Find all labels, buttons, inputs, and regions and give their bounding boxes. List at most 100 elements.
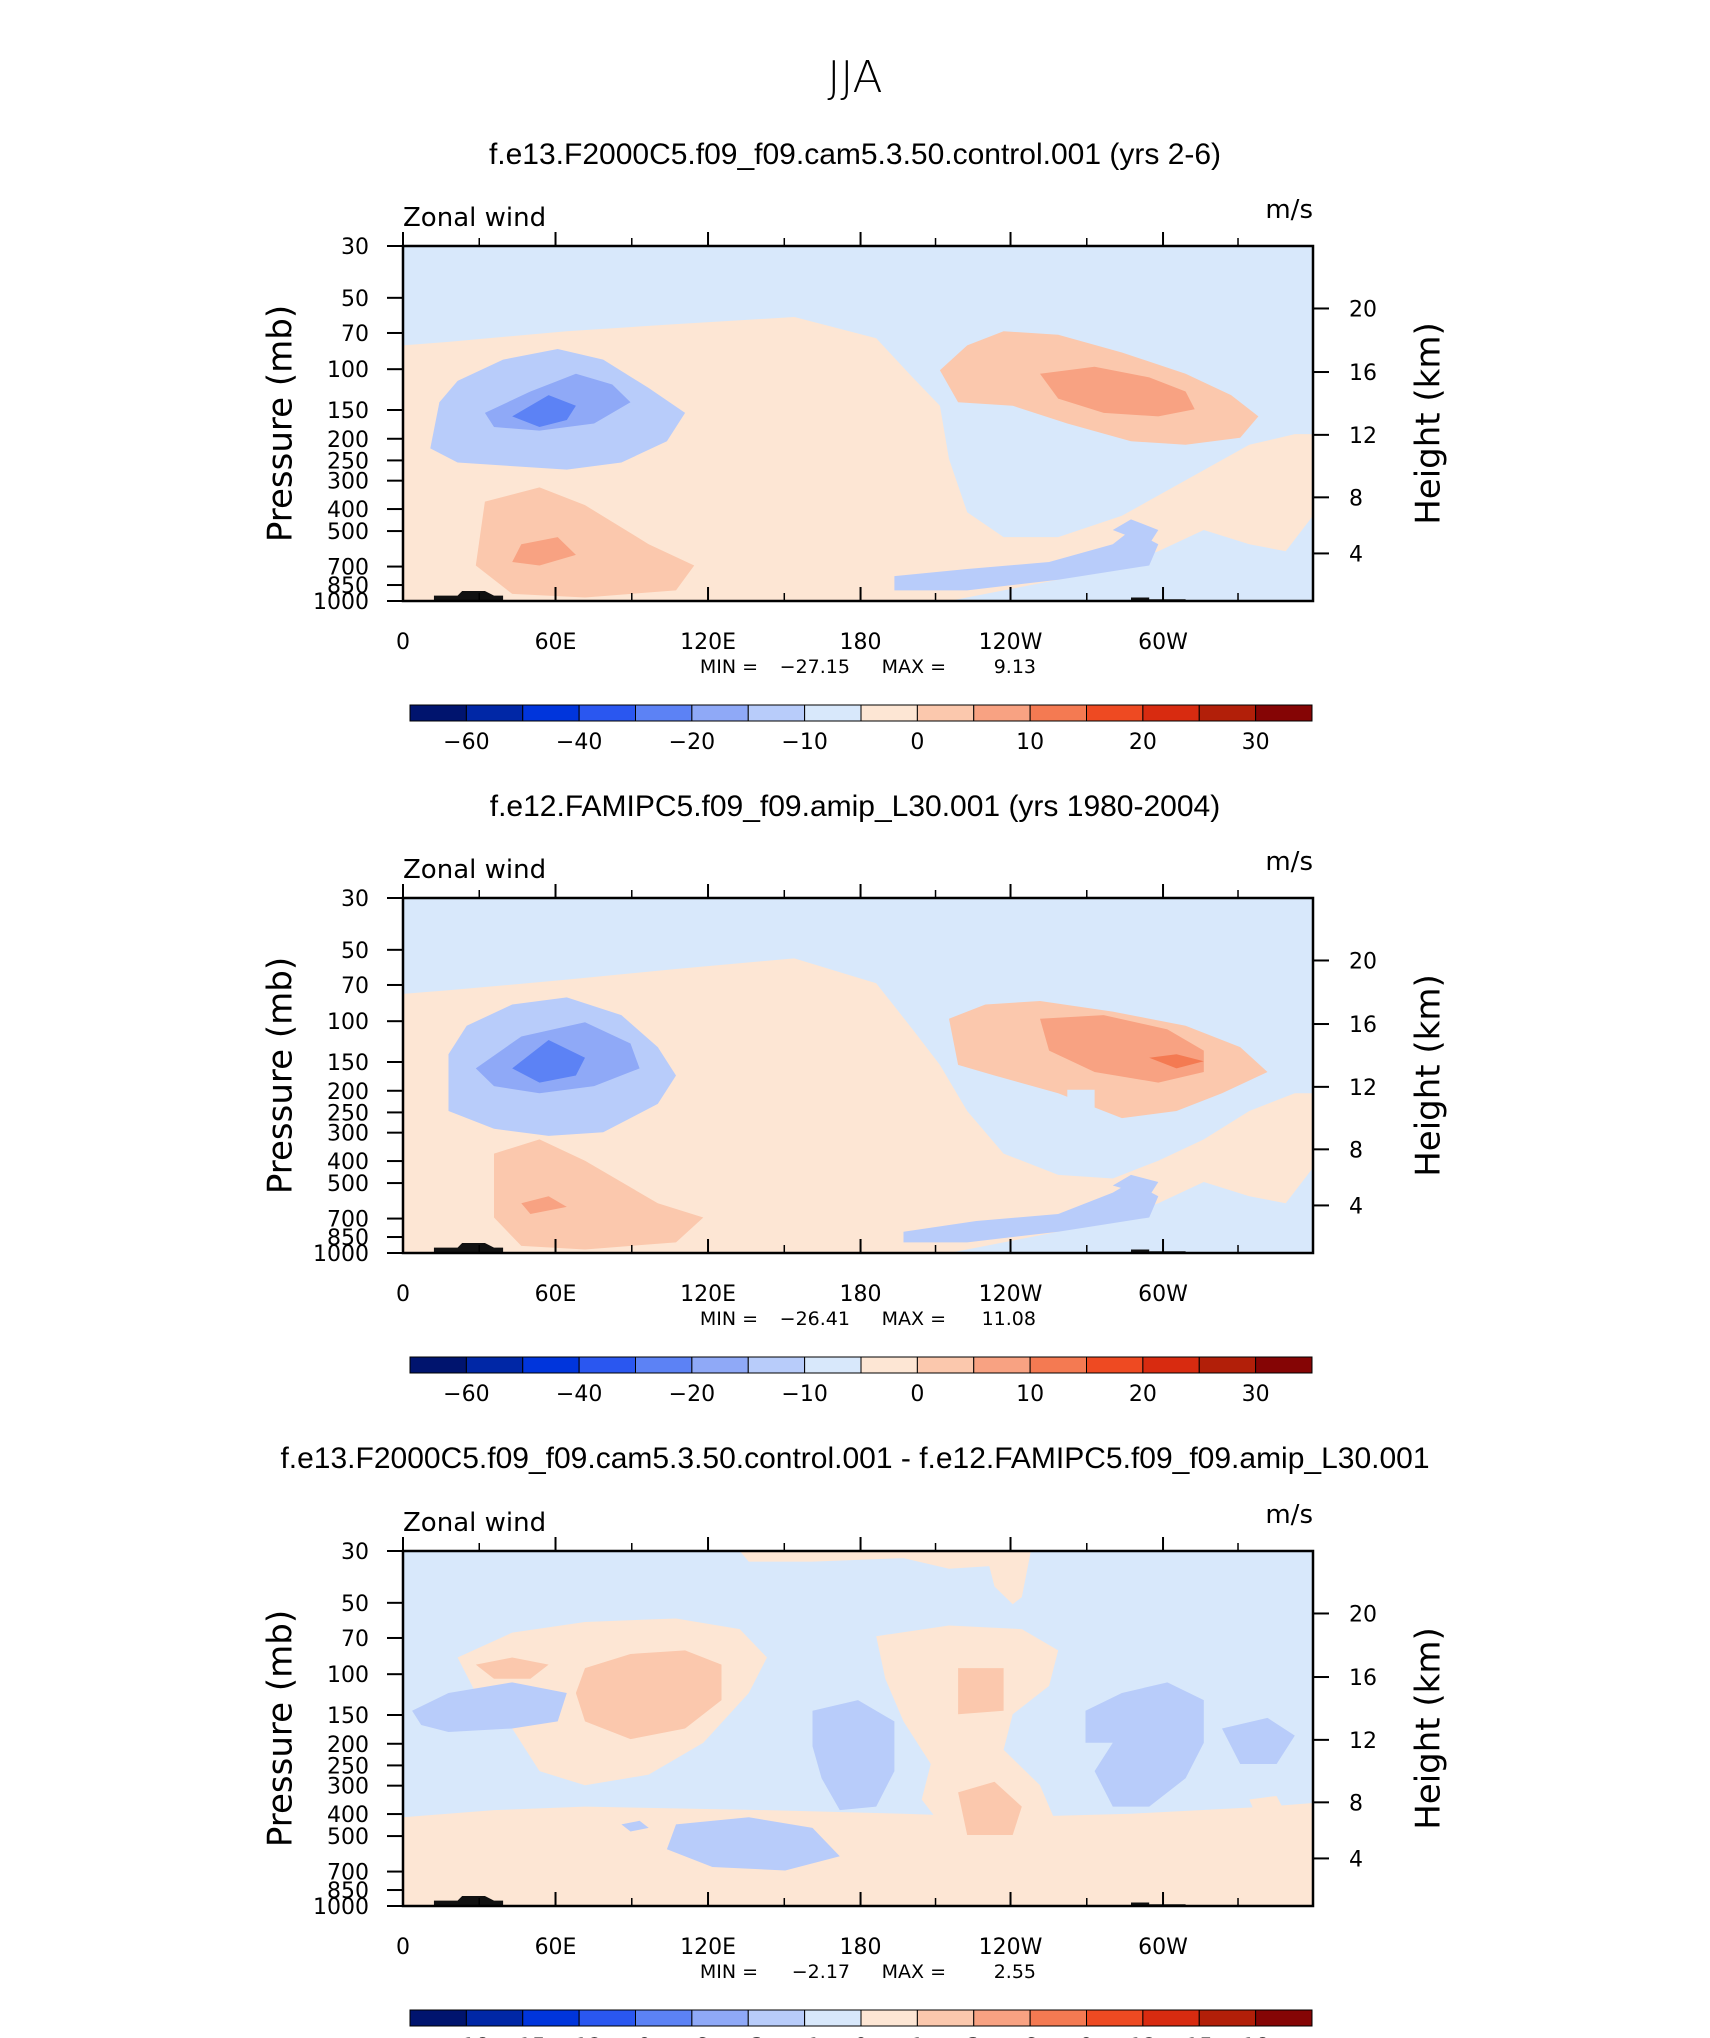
colorbar-label: −9 [619,2035,651,2038]
y-tick-label: 70 [341,322,369,347]
colorbar-label: 0 [854,2035,868,2038]
y-tick-label: 250 [327,1101,369,1126]
x-tick-label: 120W [979,1935,1043,1960]
colorbar-swatch [522,704,580,722]
colorbar-swatch [916,1356,975,1374]
colorbar-label: 20 [1129,1382,1157,1407]
x-tick-label: 120E [680,1935,736,1960]
contour-region-11 [412,1682,567,1733]
colorbar-swatch [409,1356,467,1374]
x-tick-label: 60E [535,1282,577,1307]
y-tick-label: 250 [327,1754,369,1779]
colorbar-swatch [635,704,693,722]
colorbar-swatch [578,704,636,722]
contour-region-13 [1085,1682,1204,1807]
y2-axis-title: Height (km) [1409,1627,1449,1830]
y2-tick-label: 4 [1349,542,1363,567]
y-tick-label: 700 [327,1861,369,1886]
contour-region-4 [1049,444,1113,474]
y2-tick-label: 20 [1349,1602,1377,1627]
colorbar-swatch [804,1356,862,1374]
contour-fills [403,317,1313,601]
contour-region-11 [903,1182,1159,1243]
colorbar-label: −15 [500,2035,546,2038]
y-tick-label: 50 [341,1592,369,1617]
x-tick-label: 120W [979,630,1043,655]
stat-min-label: MIN = [700,1961,758,1983]
contour-region-8 [739,1551,1022,1569]
y-tick-label: 300 [327,1775,369,1800]
y2-axis-title: Height (km) [1409,974,1449,1177]
colorbar-swatch [1029,704,1087,722]
y-tick-label: 70 [341,1627,369,1652]
contour-region-12 [1112,1174,1159,1197]
y-tick-label: 100 [327,1663,369,1688]
colorbar-swatch [973,1356,1031,1374]
topography-mask-1 [433,591,504,601]
contour-region-9 [512,395,576,428]
contour-region-11 [1112,519,1159,545]
contour-plot [403,1551,1313,1906]
colorbar-swatch [465,2009,524,2027]
y-tick-label: 30 [341,887,369,912]
y-tick-label: 100 [327,358,369,383]
colorbar-swatch [860,1356,918,1374]
colorbar-label: 20 [1129,730,1157,755]
colorbar-swatch [1198,2009,1257,2027]
contour-region-10 [512,1040,585,1083]
colorbar: −18 −15 −12 −9 −6 −3 −1 0 1 3 6 9 12 15 18 [409,2009,1313,2038]
stat-min-label: MIN = [700,1308,758,1330]
x-tick-label: 60W [1138,1935,1188,1960]
y2-tick-label: 16 [1349,361,1377,386]
panel-title: f.e13.F2000C5.f09_f09.cam5.3.50.control.… [280,1442,1429,1475]
y-tick-label: 200 [327,1080,369,1105]
contour-region-14 [1222,1717,1295,1764]
y-tick-label: 200 [327,1733,369,1758]
field-label: Zonal wind [403,855,546,885]
x-tick-label: 120W [979,1282,1043,1307]
contour-region-3 [1040,366,1195,417]
colorbar-swatch [1255,704,1313,722]
colorbar-label: 0 [910,1382,924,1407]
y-tick-label: 30 [341,1540,369,1565]
colorbar-swatch [1029,1356,1087,1374]
contour-region-6 [958,1668,1004,1715]
y-tick-label: 700 [327,556,369,581]
y-tick-label: 700 [327,1208,369,1233]
x-tick-label: 60W [1138,630,1188,655]
topography-mask-1 [433,1243,504,1253]
colorbar-swatch [1198,704,1257,722]
contour-region-5 [1067,1089,1095,1115]
colorbar-swatch [747,2009,806,2027]
colorbar-label: 30 [1242,730,1270,755]
colorbar-label: 15 [1185,2035,1213,2038]
colorbar-label: −40 [556,730,602,755]
colorbar-label: −60 [443,730,489,755]
stat-min-value: −26.41 [780,1308,850,1330]
contour-region-5 [475,487,695,598]
y2-tick-label: 20 [1349,297,1377,322]
colorbar-label: 9 [1080,2035,1094,2038]
x-tick-label: 60E [535,630,577,655]
y-tick-label: 50 [341,939,369,964]
y-tick-label: 70 [341,974,369,999]
colorbar-label: −10 [781,1382,827,1407]
contour-region-3 [575,1650,722,1740]
colorbar-label: −10 [781,730,827,755]
colorbar-swatch [916,704,975,722]
colorbar-swatch [1255,1356,1313,1374]
contour-region-15 [666,1817,840,1871]
y-tick-label: 200 [327,428,369,453]
y2-tick-label: 8 [1349,486,1363,511]
x-tick-label: 60E [535,1935,577,1960]
colorbar-swatch [691,2009,749,2027]
y-tick-label: 150 [327,1051,369,1076]
contour-fills [403,1551,1313,1906]
y2-tick-label: 12 [1349,424,1377,449]
colorbar-swatch [1255,2009,1313,2027]
colorbar-swatch [1086,2009,1144,2027]
colorbar-swatch [1142,1356,1200,1374]
y2-tick-label: 8 [1349,1138,1363,1163]
colorbar-swatch [860,704,918,722]
contour-region-6 [512,537,576,566]
